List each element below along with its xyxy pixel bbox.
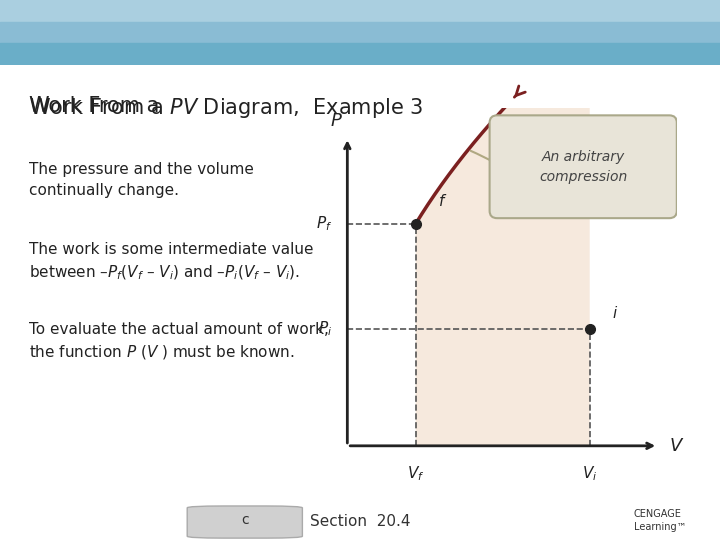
Text: $f$: $f$ — [438, 193, 447, 209]
Text: $V_i$: $V_i$ — [582, 464, 598, 483]
Text: Section  20.4: Section 20.4 — [310, 514, 410, 529]
Text: Work From a: Work From a — [29, 96, 166, 116]
Text: $V_f$: $V_f$ — [407, 464, 425, 483]
FancyBboxPatch shape — [187, 506, 302, 538]
FancyBboxPatch shape — [490, 116, 677, 218]
Text: The work is some intermediate value
between –$P_f$($V_f$ – $V_i$) and –$P_i$($V_: The work is some intermediate value betw… — [29, 242, 313, 282]
Text: $P$: $P$ — [330, 112, 343, 130]
Polygon shape — [415, 25, 590, 446]
Text: $P_f$: $P_f$ — [316, 214, 333, 233]
Text: $i$: $i$ — [612, 305, 618, 321]
Text: To evaluate the actual amount of work,
the function $P$ ($V$ ) must be known.: To evaluate the actual amount of work, t… — [29, 322, 328, 361]
Text: $V$: $V$ — [670, 437, 685, 455]
Text: $P_i$: $P_i$ — [318, 319, 333, 338]
Text: Work From a $\it{PV}$ Diagram,  Example 3: Work From a $\it{PV}$ Diagram, Example 3 — [29, 96, 423, 120]
Text: c: c — [241, 514, 248, 528]
Text: The pressure and the volume
continually change.: The pressure and the volume continually … — [29, 162, 253, 198]
Text: An arbitrary
compression: An arbitrary compression — [539, 150, 627, 184]
Text: CENGAGE
Learning™: CENGAGE Learning™ — [634, 509, 686, 531]
